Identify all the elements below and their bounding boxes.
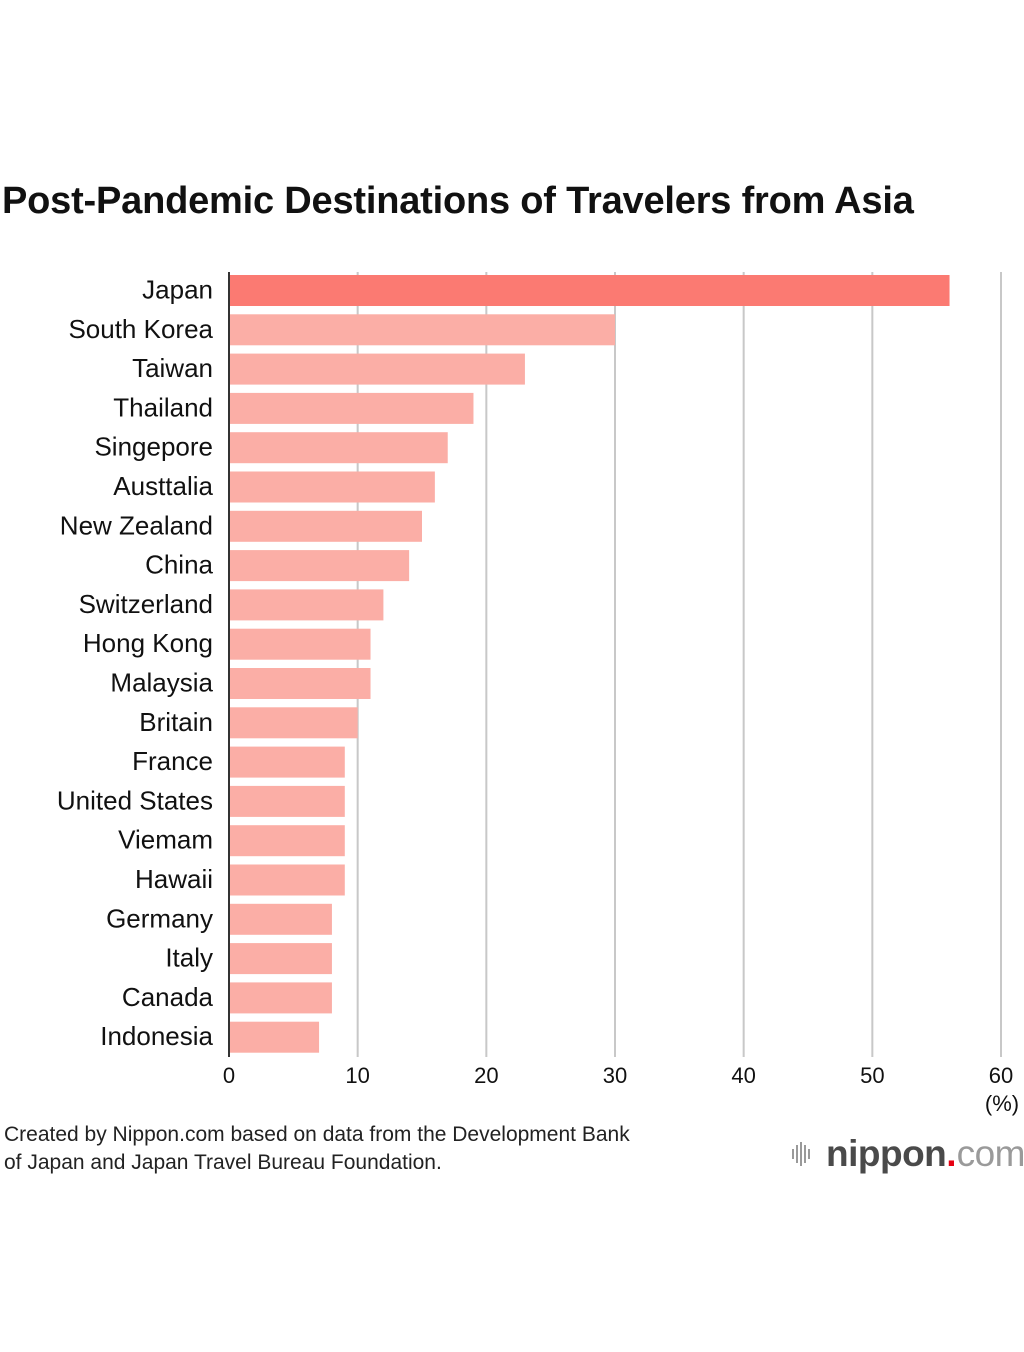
bar <box>230 432 448 464</box>
x-tick-label: 20 <box>474 1063 498 1088</box>
bar <box>230 550 410 582</box>
brand-dot: . <box>946 1133 957 1174</box>
brand-tld: com <box>956 1133 1024 1174</box>
bar <box>230 746 345 778</box>
x-tick-label: 50 <box>860 1063 884 1088</box>
bar <box>230 707 358 739</box>
source-line-1: Created by Nippon.com based on data from… <box>4 1123 630 1146</box>
x-tick-label: 10 <box>345 1063 369 1088</box>
bar <box>230 314 615 346</box>
brand-name: nippon <box>826 1133 947 1174</box>
x-axis-ticks: 0 10 20 30 40 50 60 <box>223 1063 1013 1088</box>
category-label: Indonesia <box>100 1021 213 1051</box>
category-label: South Korea <box>68 314 213 344</box>
category-label: United States <box>57 785 213 815</box>
bar <box>230 668 371 699</box>
x-tick-label: 60 <box>989 1063 1013 1088</box>
category-labels: Japan South Korea Taiwan Thailand Singepore A… <box>57 275 214 1052</box>
bar <box>230 589 384 621</box>
bar <box>230 903 332 935</box>
x-tick-label: 0 <box>223 1063 235 1088</box>
bar <box>230 825 345 857</box>
category-label: Thailand <box>113 392 213 422</box>
nippon-logo-icon <box>792 1142 810 1166</box>
category-label: Canada <box>122 982 214 1012</box>
bar <box>230 864 345 896</box>
category-label: Italy <box>165 943 213 973</box>
bar <box>230 510 422 542</box>
category-label: Japan <box>142 275 213 305</box>
bar <box>230 943 332 975</box>
bar-chart: Japan South Korea Taiwan Thailand Singepore A… <box>57 272 1019 1116</box>
category-label: Singepore <box>94 432 213 462</box>
bars <box>230 275 950 1053</box>
x-tick-label: 30 <box>603 1063 627 1088</box>
bar <box>230 785 345 817</box>
bar <box>230 1021 320 1053</box>
category-label: Malaysia <box>110 668 213 698</box>
x-axis-unit-label: (%) <box>985 1091 1019 1116</box>
brand-logo: nippon. com <box>790 1132 1024 1176</box>
chart-title: Post-Pandemic Destinations of Travelers … <box>2 180 914 222</box>
grid-lines <box>356 272 1002 1057</box>
category-label: Hawaii <box>135 864 213 894</box>
category-label: Viemam <box>118 825 213 855</box>
source-note: Created by Nippon.com based on data from… <box>4 1121 784 1177</box>
category-label: Austtalia <box>113 471 213 501</box>
category-label: Switzerland <box>79 589 213 619</box>
category-label: New Zealand <box>60 510 213 540</box>
bar <box>230 353 525 385</box>
bar <box>230 392 474 424</box>
x-tick-label: 40 <box>731 1063 755 1088</box>
source-line-2: of Japan and Japan Travel Bureau Foundat… <box>4 1151 442 1174</box>
category-label: France <box>132 746 213 776</box>
category-label: Hong Kong <box>83 628 213 658</box>
bar <box>230 982 332 1014</box>
category-label: Germany <box>106 903 213 933</box>
bar <box>230 471 435 503</box>
bar <box>230 628 371 660</box>
bar <box>230 275 950 306</box>
category-label: Britain <box>139 707 213 737</box>
category-label: China <box>145 550 213 580</box>
category-label: Taiwan <box>132 353 213 383</box>
